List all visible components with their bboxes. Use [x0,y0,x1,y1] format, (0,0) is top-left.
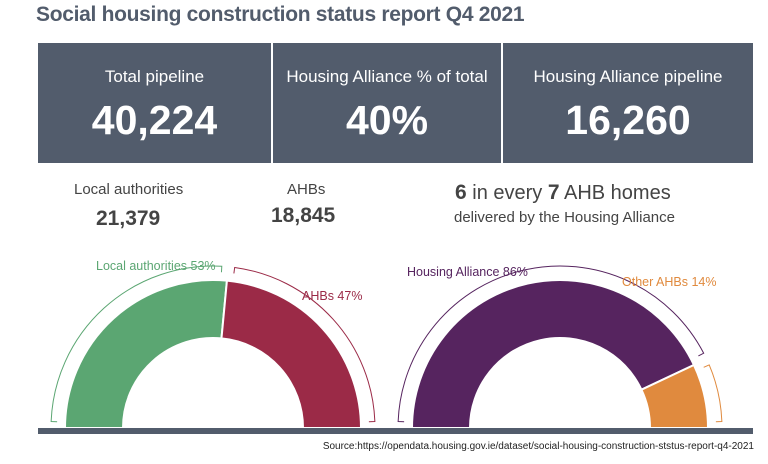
kpi-housing-alliance-pipeline: Housing Alliance pipeline 16,260 [503,43,753,163]
kpi-label: Total pipeline [104,67,205,86]
kpi-divider [501,43,503,163]
ahbs-label: AHBs [287,181,326,198]
slice-bracket [703,364,723,423]
kpi-value: 40% [345,97,429,143]
slice-label: Other AHBs 14% [622,275,717,289]
kpi-housing-alliance-percent: Housing Alliance % of total 40% [273,43,501,163]
ratio-connector: in every [466,182,548,204]
slice-bracket [397,265,705,423]
source-note: Source:https://opendata.housing.gov.ie/d… [322,441,754,452]
donut-slice [410,279,696,429]
footer-rule [38,428,753,434]
slice-label: Local authorities 53% [96,259,216,273]
ratio-denominator: 7 [547,181,560,204]
slice-label: AHBs 47% [302,289,362,303]
ahbs-value: 18,845 [271,204,336,227]
ratio-tail: AHB homes [559,182,671,204]
ratio-numerator: 6 [455,181,467,204]
kpi-total-pipeline: Total pipeline 40,224 [38,43,271,163]
donut-slice [220,279,363,429]
ratio-subline: delivered by the Housing Alliance [454,209,675,226]
ahb-ratio-statement: 6 in every 7 AHB homes [455,181,671,205]
kpi-label: Housing Alliance pipeline [533,67,723,86]
slice-label: Housing Alliance 86% [407,265,528,279]
page-title: Social housing construction status repor… [36,3,525,26]
donut-slice [63,279,229,429]
kpi-value: 16,260 [565,97,691,143]
local-authorities-label: Local authorities [74,181,184,198]
kpi-value: 40,224 [91,97,218,143]
kpi-divider [271,43,273,163]
slice-bracket [50,265,223,423]
local-authorities-value: 21,379 [96,207,161,230]
kpi-label: Housing Alliance % of total [286,67,488,86]
slice-bracket [233,266,376,423]
kpi-band [38,43,753,163]
